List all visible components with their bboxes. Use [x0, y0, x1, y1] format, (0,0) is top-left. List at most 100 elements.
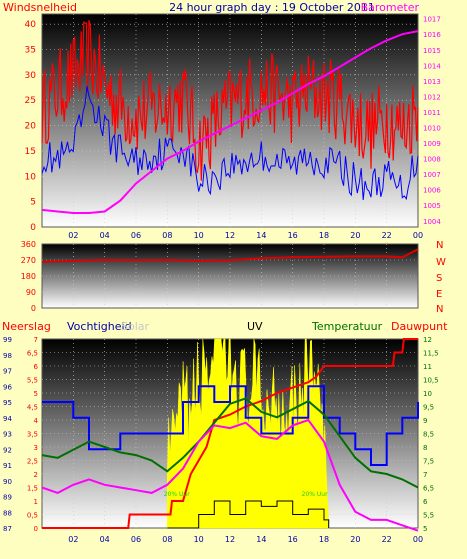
temperature-axis-tick: 9: [423, 417, 427, 425]
wind-axis-tick: 15: [25, 147, 36, 157]
rain-axis-tick: 3: [34, 444, 38, 452]
compass-letter: N: [436, 304, 443, 315]
temperature-line: [41, 397, 419, 489]
right-axis-title: Barometer: [361, 1, 420, 14]
page-title: 24 hour graph day : 19 October 2011: [169, 1, 375, 14]
temperature-axis-tick: 8,5: [423, 431, 434, 439]
barometer-axis-tick: 1013: [423, 78, 441, 86]
temperature-axis-tick: 12: [423, 336, 432, 344]
barometer-axis-tick: 1017: [423, 16, 441, 24]
temperature-axis-tick: 10: [423, 390, 432, 398]
x-tick-label: 06: [131, 535, 141, 544]
humidity-axis-tick: 95: [3, 399, 12, 407]
rain-axis-tick: 2,5: [27, 458, 38, 466]
rain-axis-tick: 1,5: [27, 485, 38, 493]
x-tick-label: 00: [413, 535, 423, 544]
barometer-axis-tick: 1007: [423, 171, 441, 179]
temperature-axis-tick: 5,5: [423, 512, 434, 520]
temperature-axis-tick: 8: [423, 444, 427, 452]
rain-axis-tick: 4,5: [27, 404, 38, 412]
x-tick-label: 04: [100, 535, 110, 544]
humidity-axis-tick: 89: [3, 494, 12, 502]
compass-letter: N: [436, 240, 443, 251]
wind-axis-tick: 20: [25, 122, 37, 132]
barometer-axis-tick: 1008: [423, 156, 441, 164]
wind-average-line: [41, 86, 419, 201]
humidity-axis-tick: 90: [3, 478, 12, 486]
wind-axis-tick: 25: [25, 96, 36, 106]
rain-axis-tick: 5,5: [27, 377, 38, 385]
direction-axis-tick: 90: [26, 288, 36, 297]
direction-axis-tick: 180: [21, 272, 36, 281]
temperature-axis-tick: 6,5: [423, 485, 434, 493]
barometer-axis-tick: 1009: [423, 140, 441, 148]
wind-axis-tick: 10: [25, 172, 37, 182]
humidity-axis-tick: 96: [3, 383, 12, 391]
x-tick-label: 14: [256, 535, 266, 544]
wind-axis-tick: 0: [30, 223, 36, 233]
barometer-axis-tick: 1005: [423, 202, 441, 210]
barometer-axis-tick: 1011: [423, 109, 441, 117]
barometer-axis-tick: 1004: [423, 218, 441, 226]
rain-line: [42, 338, 418, 529]
direction-axis-tick: 270: [21, 256, 36, 265]
rain-axis-tick: 6,5: [27, 350, 38, 358]
barometer-axis-tick: 1014: [423, 62, 441, 70]
compass-letter: S: [436, 273, 442, 284]
x-tick-label: 04: [100, 231, 110, 240]
x-tick-label: 02: [68, 535, 78, 544]
barometer-axis-tick: 1006: [423, 187, 441, 195]
humidity-axis-tick: 99: [3, 336, 12, 344]
humidity-axis-tick: 98: [3, 352, 12, 360]
barometer-axis-tick: 1015: [423, 47, 441, 55]
barometer-axis-tick: 1016: [423, 31, 441, 39]
wind-direction-line: [41, 248, 419, 263]
temperature-axis-tick: 11: [423, 363, 432, 371]
direction-axis-tick: 360: [21, 240, 36, 249]
humidity-axis-tick: 92: [3, 446, 12, 454]
x-tick-label: 08: [162, 535, 172, 544]
humidity-axis-tick: 97: [3, 368, 12, 376]
humidity-axis-tick: 93: [3, 431, 12, 439]
x-tick-label: 22: [382, 231, 392, 240]
x-tick-label: 16: [288, 231, 298, 240]
compass-letter: E: [436, 289, 442, 300]
temperature-axis-tick: 10,5: [423, 377, 439, 385]
uv-label: UV: [247, 320, 263, 333]
dewpoint-axis-title: Dauwpunt: [391, 320, 448, 333]
temperature-axis-tick: 7,5: [423, 458, 434, 466]
humidity-axis-tick: 91: [3, 462, 12, 470]
rain-axis-tick: 7: [34, 336, 38, 344]
x-tick-label: 22: [382, 535, 392, 544]
x-tick-label: 12: [225, 535, 235, 544]
solar-label: Solar: [121, 320, 150, 333]
rain-axis-tick: 4: [34, 417, 39, 425]
x-tick-label: 00: [413, 231, 423, 240]
temperature-axis-title: Temperatuur: [311, 320, 383, 333]
temperature-axis-tick: 7: [423, 471, 427, 479]
x-tick-label: 20: [350, 535, 360, 544]
barometer-axis-tick: 1010: [423, 124, 441, 132]
humidity-line: [42, 385, 419, 466]
temperature-axis-tick: 6: [423, 498, 428, 506]
rain-axis-tick: 0,5: [27, 512, 38, 520]
wind-axis-tick: 5: [30, 198, 36, 208]
x-tick-label: 06: [131, 231, 141, 240]
rain-axis-tick: 2: [34, 471, 38, 479]
x-tick-label: 18: [319, 535, 329, 544]
x-tick-label: 10: [194, 231, 204, 240]
direction-axis-tick: 0: [31, 304, 36, 313]
wind-axis-tick: 35: [25, 46, 36, 56]
x-tick-label: 20: [350, 231, 360, 240]
wind-axis-tick: 40: [25, 20, 37, 30]
humidity-axis-tick: 87: [3, 525, 12, 533]
uv-annotation: 20% Uur: [164, 491, 190, 498]
x-tick-label: 12: [225, 231, 235, 240]
x-tick-label: 18: [319, 231, 329, 240]
rain-axis-tick: 6: [34, 363, 39, 371]
solar-line: [167, 500, 330, 529]
rain-axis-tick: 5: [34, 390, 38, 398]
temperature-axis-tick: 11,5: [423, 350, 439, 358]
